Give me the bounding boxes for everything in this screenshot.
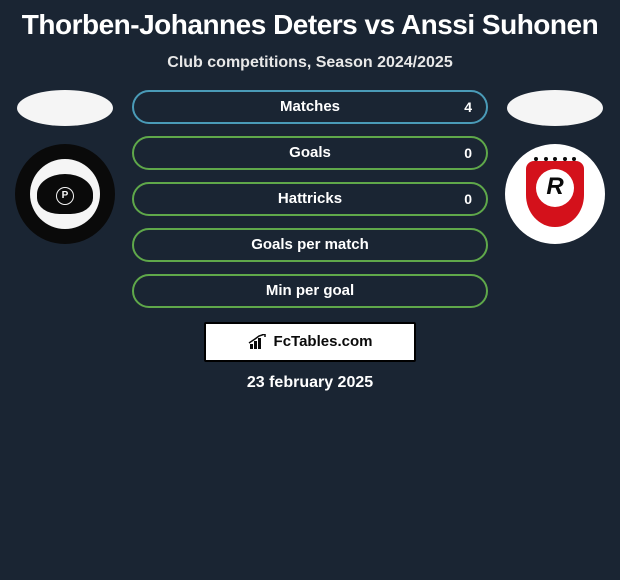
stat-label: Matches	[166, 98, 454, 115]
left-player-photo	[17, 90, 113, 126]
right-player-column	[500, 90, 610, 244]
main-area: Matches4Goals0Hattricks0Goals per matchM…	[0, 90, 620, 320]
right-club-logo	[505, 144, 605, 244]
eagle-icon	[37, 174, 93, 214]
page-title: Thorben-Johannes Deters vs Anssi Suhonen	[12, 0, 608, 42]
stat-label: Hattricks	[166, 190, 454, 207]
stat-label: Goals per match	[166, 236, 454, 253]
right-player-photo	[507, 90, 603, 126]
stat-bar: Goals0	[132, 136, 488, 170]
stat-label: Goals	[166, 144, 454, 161]
shield-r-icon	[526, 161, 584, 227]
stat-right-value: 4	[454, 99, 472, 115]
page-subtitle: Club competitions, Season 2024/2025	[167, 54, 452, 72]
stat-bar: Min per goal	[132, 274, 488, 308]
left-player-column	[10, 90, 120, 244]
left-club-logo	[15, 144, 115, 244]
stats-column: Matches4Goals0Hattricks0Goals per matchM…	[120, 90, 500, 320]
footer-brand-text: FcTables.com	[274, 333, 373, 350]
stat-right-value: 0	[454, 191, 472, 207]
stat-label: Min per goal	[166, 282, 454, 299]
stat-bar: Hattricks0	[132, 182, 488, 216]
stat-bar: Goals per match	[132, 228, 488, 262]
footer-date: 23 february 2025	[247, 374, 373, 392]
stat-right-value: 0	[454, 145, 472, 161]
chart-icon	[248, 334, 268, 350]
footer-brand-badge: FcTables.com	[204, 322, 416, 362]
stat-bar: Matches4	[132, 90, 488, 124]
